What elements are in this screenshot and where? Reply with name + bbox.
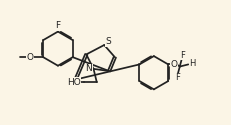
Text: F: F bbox=[180, 51, 185, 60]
Text: H: H bbox=[189, 60, 195, 68]
Text: N: N bbox=[85, 64, 92, 73]
Text: F: F bbox=[175, 73, 180, 82]
Text: O: O bbox=[170, 60, 177, 69]
Text: HO: HO bbox=[67, 78, 81, 87]
Text: S: S bbox=[105, 37, 111, 46]
Text: O: O bbox=[27, 53, 34, 62]
Text: F: F bbox=[55, 21, 61, 30]
Text: N: N bbox=[71, 78, 78, 87]
